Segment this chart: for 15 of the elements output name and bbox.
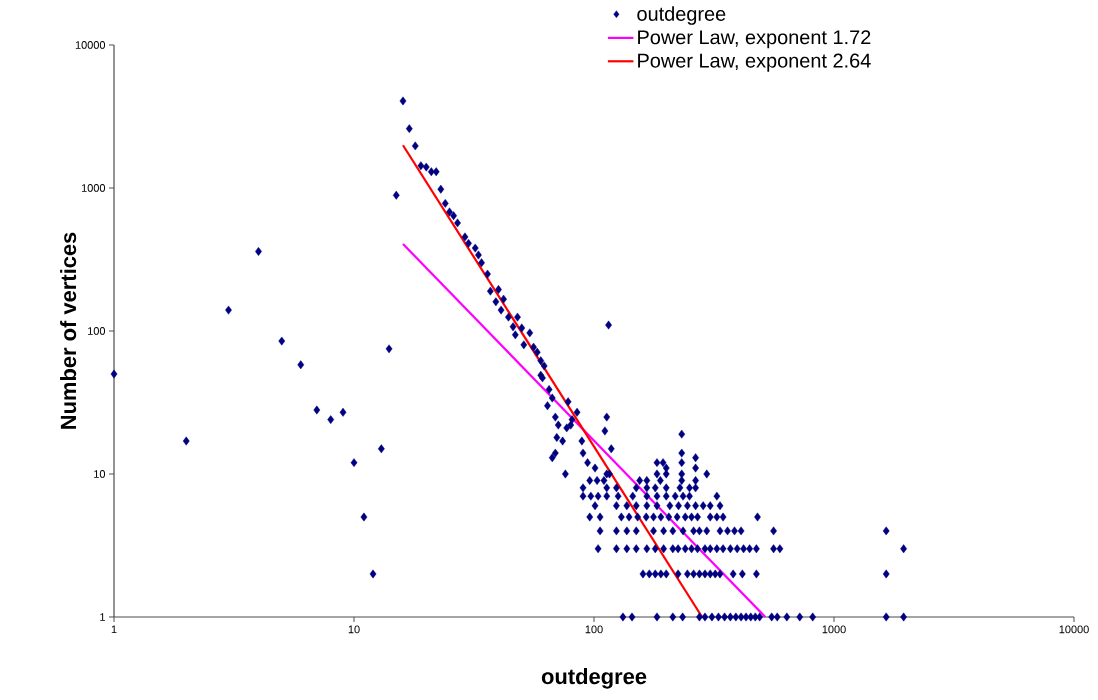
x-tick-label: 1: [111, 625, 117, 634]
x-tick-label: 100: [585, 625, 603, 634]
y-tick-label: 1: [100, 613, 105, 621]
y-tick-label: 10: [94, 470, 106, 478]
y-tick-label: 100: [88, 327, 106, 335]
x-tick-label: 10000: [1059, 625, 1089, 634]
legend-label: outdegree: [637, 6, 726, 25]
x-tick-label: 10: [348, 625, 360, 634]
y-tick-label: 10000: [75, 41, 106, 49]
x-tick-label: 1000: [822, 625, 846, 634]
y-tick-label: 1000: [81, 184, 106, 192]
legend-label: Power Law, exponent 2.64: [638, 53, 871, 72]
x-axis-title: outdegree: [541, 668, 647, 689]
y-axis-title: Number of vertices: [60, 232, 77, 429]
legend-label: Power Law, exponent 1.72: [638, 30, 871, 49]
